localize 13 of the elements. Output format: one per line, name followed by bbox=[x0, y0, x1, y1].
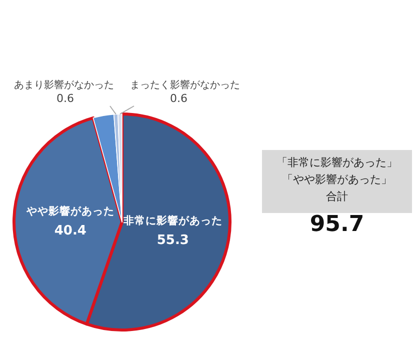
text: 「やや影響があった」 bbox=[282, 173, 392, 186]
text: 合計 bbox=[326, 190, 348, 203]
slice-label: まったく影響がなかった bbox=[130, 79, 240, 91]
text: 「非常に影響があった」 bbox=[276, 156, 398, 169]
data-label: 0.6 bbox=[56, 92, 74, 105]
slice-label: あまり影響がなかった bbox=[14, 79, 114, 91]
slice-label: 非常に影響があった bbox=[122, 214, 222, 228]
data-label: 55.3 bbox=[156, 233, 189, 248]
slice-label: やや影響があった bbox=[25, 204, 114, 218]
data-label: 40.4 bbox=[54, 223, 86, 238]
text: 95.7 bbox=[310, 212, 364, 237]
pie-slice bbox=[92, 114, 122, 222]
data-label: 0.6 bbox=[170, 92, 188, 105]
